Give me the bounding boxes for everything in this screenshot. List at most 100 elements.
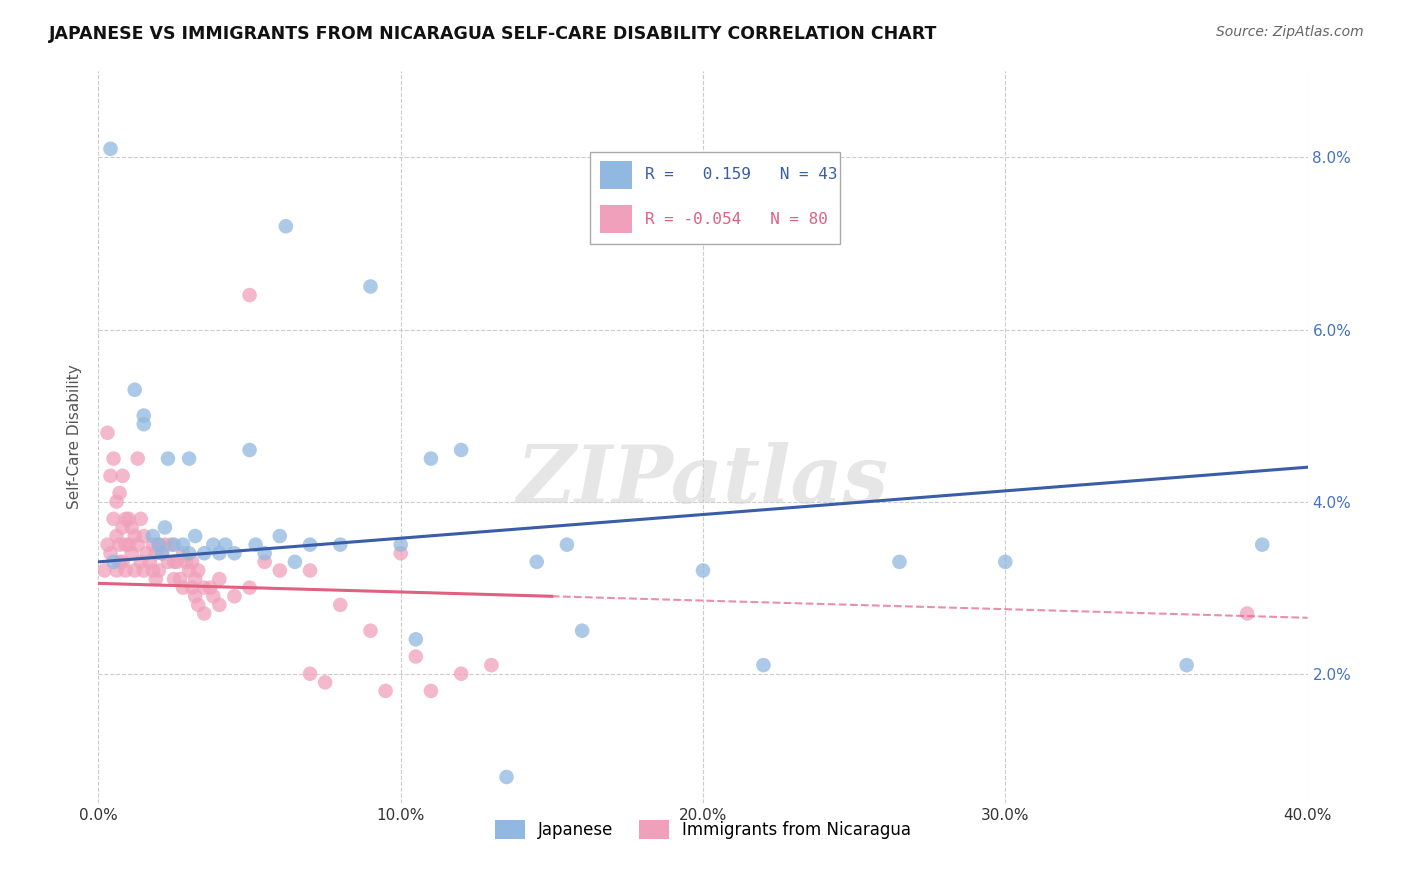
- Point: [208, 572, 231, 586]
- Point: [179, 451, 201, 466]
- Point: [450, 666, 472, 681]
- Point: [994, 555, 1017, 569]
- Point: [571, 624, 593, 638]
- Point: [692, 564, 714, 578]
- Point: [172, 538, 194, 552]
- Point: [224, 589, 246, 603]
- Point: [163, 538, 186, 552]
- Point: [153, 538, 176, 552]
- Point: [1236, 607, 1258, 621]
- Point: [420, 451, 443, 466]
- Point: [127, 451, 149, 466]
- Point: [181, 555, 204, 569]
- Point: [142, 564, 165, 578]
- Point: [314, 675, 336, 690]
- Point: [187, 598, 209, 612]
- Point: [405, 649, 427, 664]
- Point: [150, 546, 173, 560]
- Point: [108, 486, 131, 500]
- Point: [389, 538, 412, 552]
- Point: [150, 546, 173, 560]
- Point: [127, 538, 149, 552]
- Point: [172, 581, 194, 595]
- Point: [329, 538, 352, 552]
- Point: [184, 572, 207, 586]
- Point: [179, 564, 201, 578]
- Point: [163, 572, 186, 586]
- Point: [114, 538, 136, 552]
- Point: [214, 538, 236, 552]
- Point: [174, 555, 197, 569]
- Point: [132, 409, 155, 423]
- Point: [179, 546, 201, 560]
- Point: [153, 520, 176, 534]
- Point: [114, 512, 136, 526]
- Point: [132, 417, 155, 432]
- Point: [118, 538, 141, 552]
- Point: [103, 555, 125, 569]
- Point: [495, 770, 517, 784]
- Point: [148, 564, 170, 578]
- Point: [163, 555, 186, 569]
- Point: [169, 572, 191, 586]
- Point: [526, 555, 548, 569]
- Point: [124, 383, 146, 397]
- Point: [269, 564, 291, 578]
- Point: [148, 538, 170, 552]
- Point: [111, 468, 134, 483]
- Point: [555, 538, 578, 552]
- Point: [1175, 658, 1198, 673]
- Point: [200, 581, 222, 595]
- Point: [187, 564, 209, 578]
- Point: [93, 564, 115, 578]
- Point: [148, 538, 170, 552]
- Point: [193, 546, 215, 560]
- Text: Source: ZipAtlas.com: Source: ZipAtlas.com: [1216, 25, 1364, 39]
- Point: [752, 658, 775, 673]
- Point: [193, 607, 215, 621]
- Point: [253, 555, 276, 569]
- Point: [284, 555, 307, 569]
- Point: [100, 142, 122, 156]
- Legend: Japanese, Immigrants from Nicaragua: Japanese, Immigrants from Nicaragua: [488, 814, 918, 846]
- Point: [145, 546, 167, 560]
- Point: [389, 546, 412, 560]
- Point: [132, 564, 155, 578]
- Point: [360, 279, 382, 293]
- Text: ZIPatlas: ZIPatlas: [517, 442, 889, 520]
- Point: [156, 451, 179, 466]
- Point: [299, 666, 322, 681]
- Point: [208, 546, 231, 560]
- Point: [124, 564, 146, 578]
- Point: [121, 520, 143, 534]
- Point: [142, 538, 165, 552]
- Point: [118, 512, 141, 526]
- Point: [142, 529, 165, 543]
- Point: [105, 564, 128, 578]
- Point: [450, 442, 472, 457]
- Point: [156, 555, 179, 569]
- Point: [121, 546, 143, 560]
- Point: [420, 684, 443, 698]
- Bar: [600, 205, 633, 234]
- Text: R = -0.054   N = 80: R = -0.054 N = 80: [645, 212, 828, 227]
- Point: [108, 538, 131, 552]
- FancyBboxPatch shape: [591, 152, 841, 244]
- Point: [239, 581, 262, 595]
- Point: [1251, 538, 1274, 552]
- Point: [202, 538, 225, 552]
- Point: [481, 658, 503, 673]
- Point: [172, 546, 194, 560]
- Point: [114, 564, 136, 578]
- Point: [100, 546, 122, 560]
- Point: [245, 538, 267, 552]
- Point: [129, 555, 152, 569]
- Y-axis label: Self-Care Disability: Self-Care Disability: [67, 365, 83, 509]
- Point: [132, 529, 155, 543]
- Bar: [600, 161, 633, 189]
- Point: [124, 529, 146, 543]
- Point: [111, 555, 134, 569]
- Point: [329, 598, 352, 612]
- Point: [889, 555, 911, 569]
- Point: [208, 598, 231, 612]
